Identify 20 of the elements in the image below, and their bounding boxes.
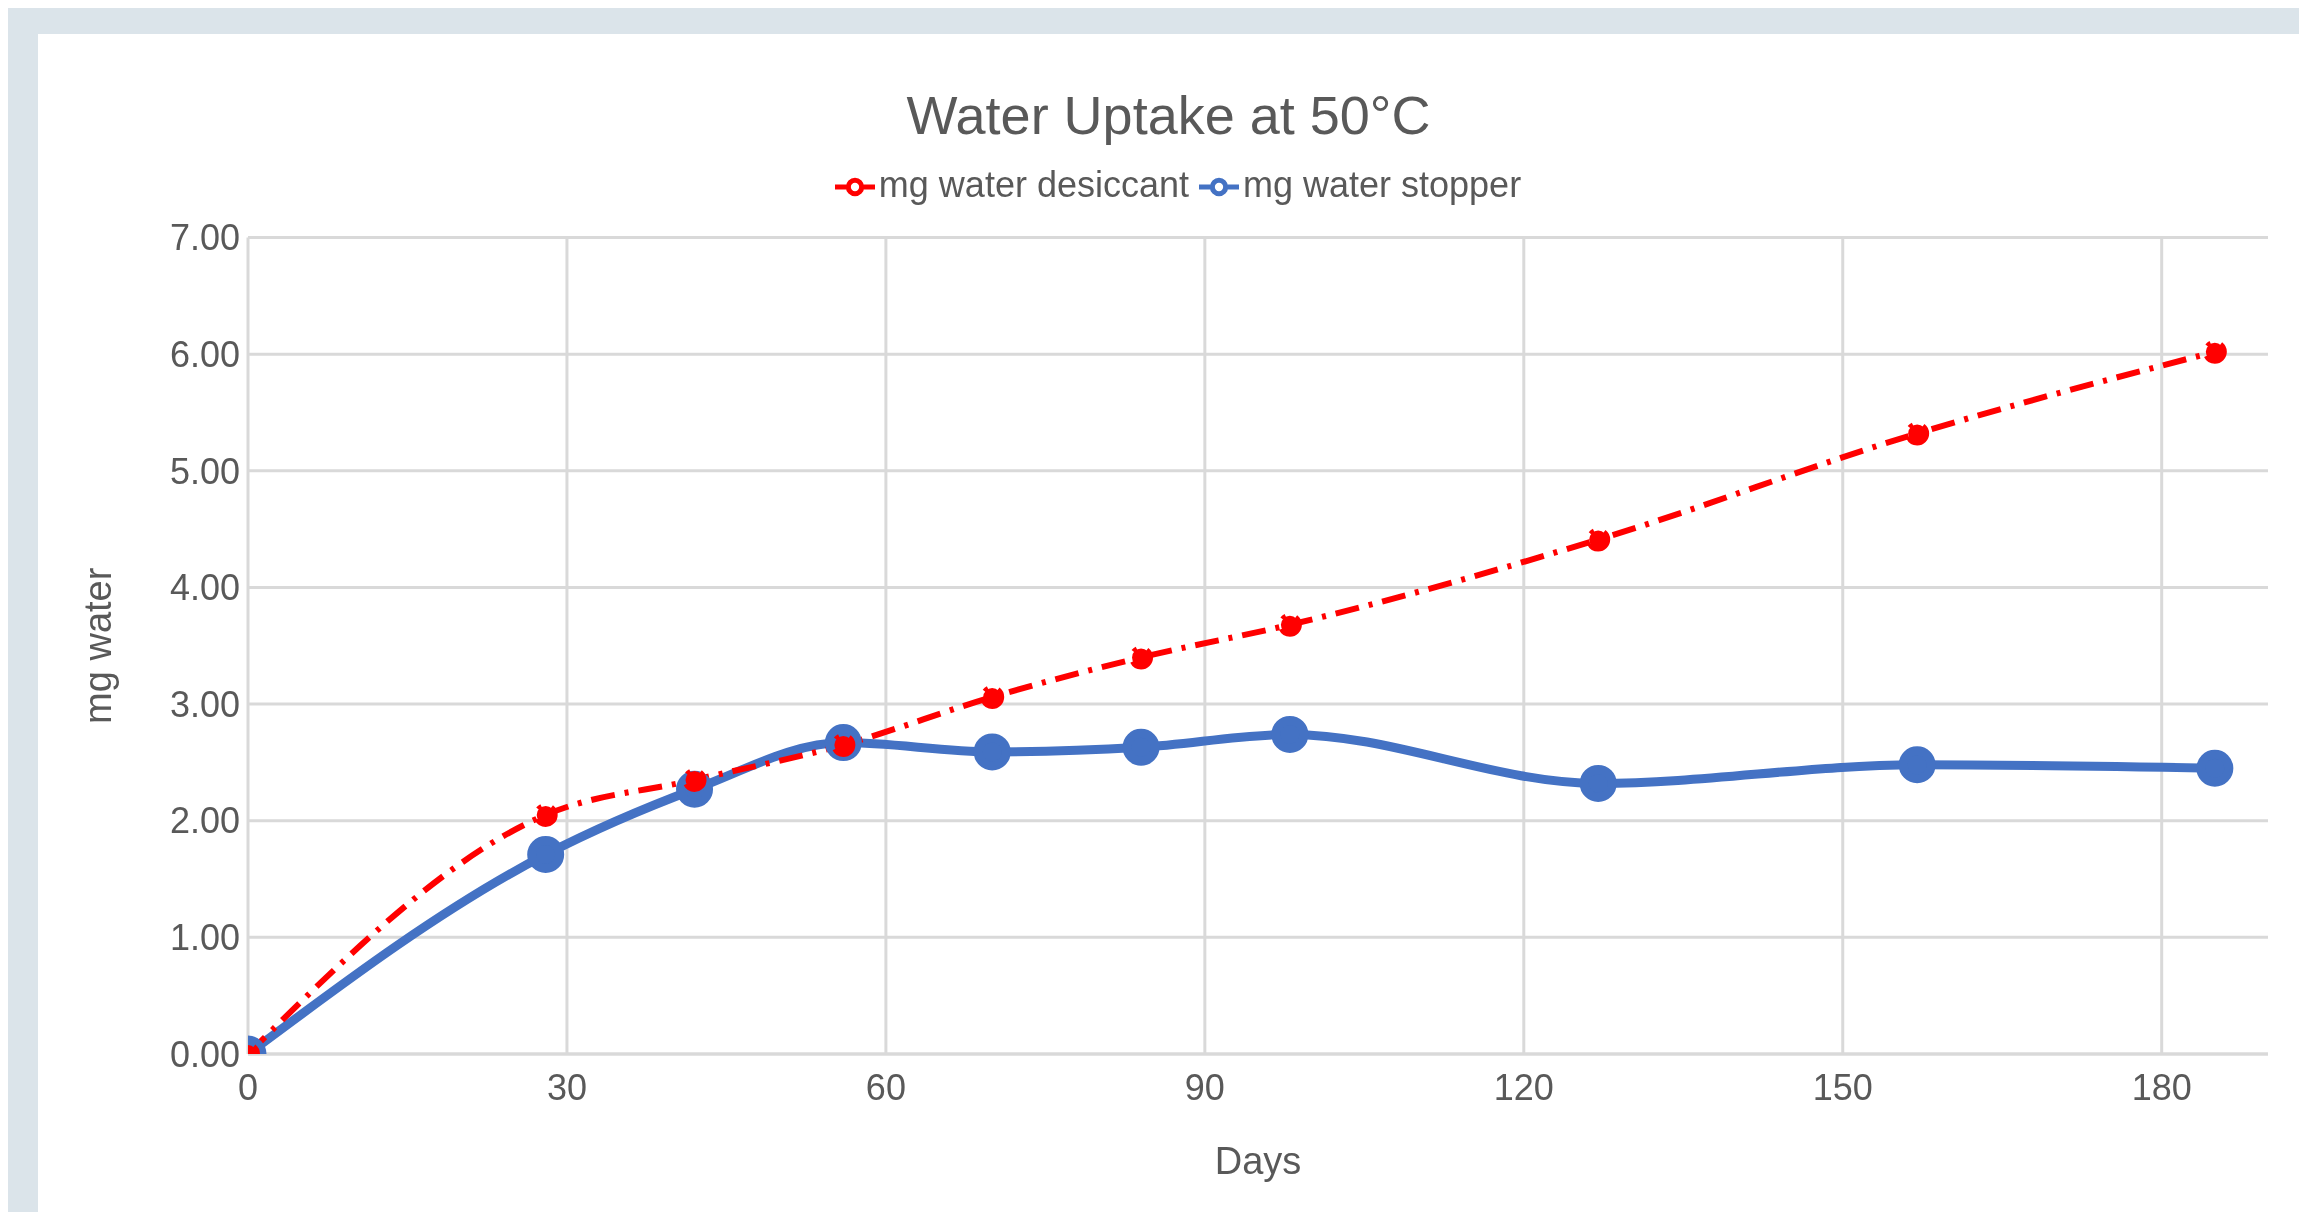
x-axis-title: Days	[1214, 1140, 1302, 1182]
x-tick-label: 90	[1184, 1066, 1225, 1108]
y-tick-label: 2.00	[169, 800, 240, 842]
y-tick-label: 0.00	[169, 1033, 240, 1075]
chart-title: Water Uptake at 50°C	[905, 84, 1432, 147]
x-tick-label: 120	[1493, 1066, 1554, 1108]
y-tick-label: 3.00	[169, 683, 240, 725]
x-tick-label: 30	[546, 1066, 587, 1108]
legend-label: mg water desiccant	[878, 164, 1189, 205]
y-tick-label: 4.00	[169, 567, 240, 609]
x-tick-label: 180	[2131, 1066, 2192, 1108]
y-tick-label: 1.00	[169, 917, 240, 959]
y-tick-label: 7.00	[169, 217, 240, 259]
x-tick-label: 0	[237, 1066, 259, 1108]
y-axis-title: mg water	[77, 567, 120, 724]
legend-label: mg water stopper	[1243, 164, 1522, 205]
y-tick-label: 5.00	[169, 450, 240, 492]
x-tick-label: 60	[865, 1066, 906, 1108]
y-tick-label: 6.00	[169, 333, 240, 375]
x-tick-label: 150	[1812, 1066, 1873, 1108]
